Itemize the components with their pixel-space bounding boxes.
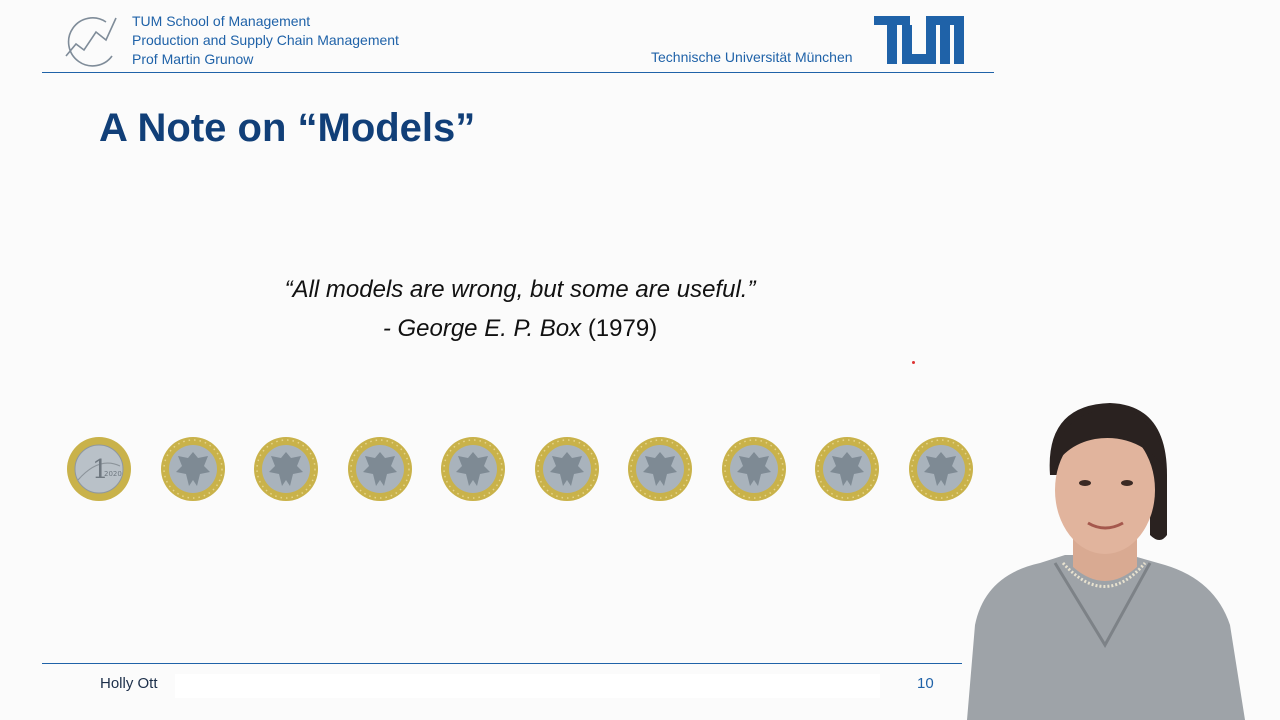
university-name: Technische Universität München (651, 49, 853, 65)
euro-coin-eagle-side-icon (254, 437, 318, 501)
professor-name: Prof Martin Grunow (132, 51, 254, 67)
footer-divider (42, 663, 962, 664)
header-divider (42, 72, 994, 73)
euro-coin-eagle-side-icon (815, 437, 879, 501)
school-logo-icon (65, 17, 117, 67)
euro-coin-eagle-side-icon (721, 437, 786, 501)
quote-author: - George E. P. Box (382, 315, 582, 342)
tum-logo-icon (874, 16, 964, 64)
svg-text:1: 1 (92, 455, 109, 485)
presenter-video (967, 403, 1245, 720)
euro-coin-eagle-side-icon (160, 437, 225, 501)
quote-text: “All models are wrong, but some are usef… (284, 276, 756, 303)
header-text: TUM School of Management Production and … (132, 12, 399, 69)
quote-attribution: - George E. P. Box (1979) (0, 315, 1040, 343)
pointer-dot (912, 361, 915, 364)
footer-presenter-name: Holly Ott (100, 675, 158, 692)
euro-coin-eagle-side-icon (441, 437, 505, 501)
page-number: 10 (917, 675, 934, 692)
school-name: TUM School of Management (132, 13, 311, 29)
footer-blurred-area (175, 674, 880, 698)
quote-year: (1979) (587, 315, 658, 342)
euro-coin-eagle-side-icon (347, 437, 412, 501)
coin-row: 1 2020 (66, 436, 1001, 502)
svg-text:2020: 2020 (104, 470, 122, 478)
euro-coin-eagle-side-icon (908, 437, 973, 501)
euro-coin-eagle-side-icon (628, 437, 692, 501)
euro-coin-eagle-side-icon (534, 437, 599, 501)
chair-name: Production and Supply Chain Management (132, 32, 399, 48)
slide-title: A Note on “Models” (99, 106, 476, 150)
euro-coin-value-side-icon: 1 2020 (67, 437, 131, 501)
